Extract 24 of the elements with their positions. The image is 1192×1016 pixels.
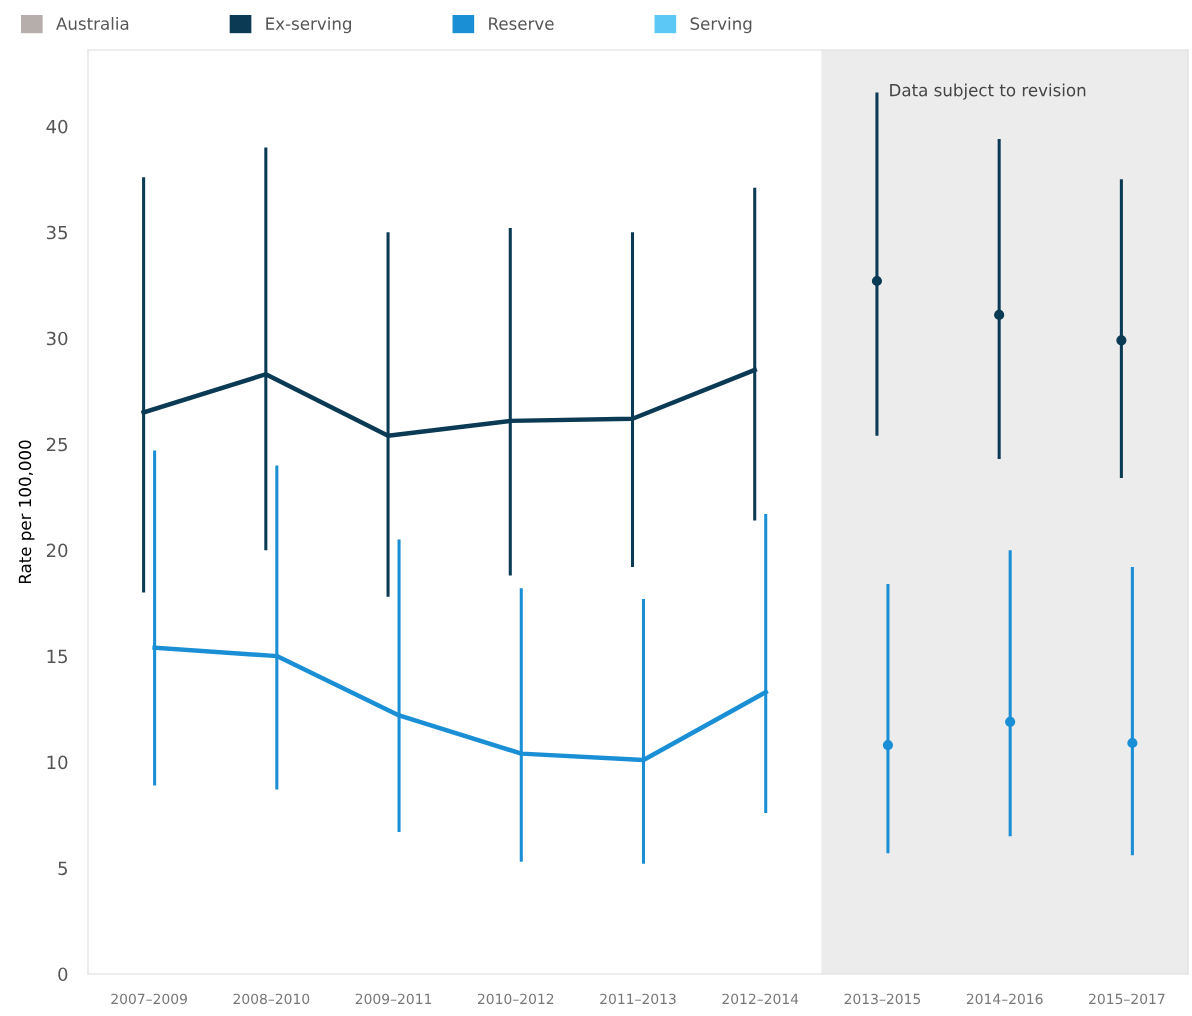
legend-label: Serving (690, 17, 752, 34)
x-tick-label: 2012–2014 (722, 993, 799, 1005)
legend-label: Australia (56, 17, 129, 30)
y-tick-label: 35 (46, 225, 67, 240)
x-tick-label: 2014–2016 (966, 993, 1043, 1005)
x-tick-label: 2009–2011 (355, 993, 432, 1005)
x-tick-label: 2015–2017 (1089, 993, 1165, 1005)
y-tick-label: 0 (58, 967, 68, 982)
y-tick-label: 5 (58, 861, 67, 876)
x-tick-label: 2013–2015 (844, 993, 921, 1005)
x-tick-label: 2010–2012 (477, 993, 554, 1005)
y-tick-label: 40 (46, 119, 68, 134)
legend-label: Ex-serving (266, 17, 351, 34)
legend-label: Reserve (489, 17, 554, 30)
band-label: Data subject to revision (890, 83, 1086, 100)
y-tick-label: 30 (46, 331, 68, 346)
y-tick-label: 20 (46, 543, 68, 558)
y-tick-label: 25 (46, 437, 67, 452)
y-axis-title: Rate per 100,000 (18, 440, 35, 584)
y-tick-label: 10 (47, 755, 68, 770)
y-tick-label: 15 (47, 649, 67, 664)
x-tick-label: 2011–2013 (600, 993, 676, 1005)
x-tick-label: 2007–2009 (111, 993, 187, 1005)
x-tick-label: 2008–2010 (233, 993, 310, 1005)
